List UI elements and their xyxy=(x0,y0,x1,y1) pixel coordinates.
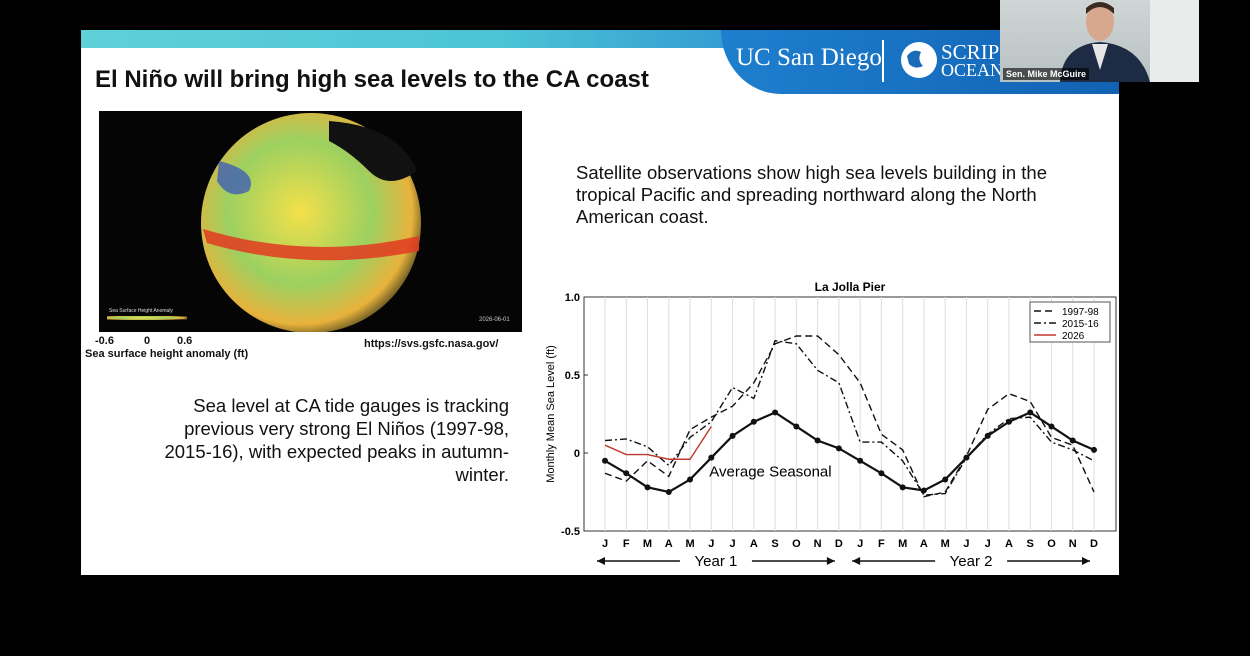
y-tick-label: -0.5 xyxy=(561,526,580,538)
data-point xyxy=(899,484,906,491)
arrow-head xyxy=(1082,557,1090,565)
x-tick-label: J xyxy=(730,538,736,550)
x-tick-label: J xyxy=(857,538,863,550)
x-tick-label: A xyxy=(920,538,928,550)
x-tick-label: J xyxy=(602,538,608,550)
series-line xyxy=(604,335,1095,498)
image-source: https://svs.gsfc.nasa.gov/ xyxy=(364,338,499,350)
data-point xyxy=(602,457,608,464)
data-point xyxy=(1091,446,1097,453)
data-point xyxy=(963,454,970,461)
data-point xyxy=(984,432,991,439)
y-axis-label: Monthly Mean Sea Level (ft) xyxy=(545,345,557,483)
participant-name: Sen. Mike McGuire xyxy=(1003,68,1090,80)
data-point xyxy=(772,409,779,416)
data-point xyxy=(920,487,927,494)
x-tick-label: M xyxy=(685,538,694,550)
x-tick-label: A xyxy=(750,538,758,550)
x-tick-label: S xyxy=(1027,538,1034,550)
x-tick-label: M xyxy=(941,538,950,550)
x-tick-label: F xyxy=(878,538,885,550)
x-tick-label: A xyxy=(1005,538,1013,550)
y-tick-label: 0 xyxy=(574,448,580,460)
legend-label: 1997-98 xyxy=(1062,307,1099,318)
logo-text: UC San Diego xyxy=(736,44,882,71)
series-label: Average Seasonal xyxy=(709,463,831,480)
data-point xyxy=(857,457,864,464)
x-tick-label: M xyxy=(898,538,907,550)
paragraph: Satellite observations show high sea lev… xyxy=(576,162,1048,227)
data-point xyxy=(1048,423,1055,430)
data-point xyxy=(835,445,842,452)
y-tick-label: 0.5 xyxy=(565,370,580,382)
data-point xyxy=(623,470,630,477)
x-tick-label: D xyxy=(1090,538,1098,550)
arrow-head xyxy=(852,557,861,565)
legend-label: 2026 xyxy=(1062,331,1085,342)
image-date: 2026-06-01 xyxy=(479,317,510,323)
data-point xyxy=(687,476,694,483)
data-point xyxy=(665,489,672,495)
data-point xyxy=(878,470,885,477)
paragraph: Sea level at CA tide gauges is tracking … xyxy=(164,395,509,485)
scale-label: 0.6 xyxy=(177,335,193,347)
x-tick-label: D xyxy=(835,538,843,550)
series-line xyxy=(604,426,712,460)
x-group-label: Year 1 xyxy=(695,553,738,570)
chart: La Jolla Pier Monthly Mean Sea Level (ft)… xyxy=(545,280,1117,570)
data-point xyxy=(708,454,715,461)
x-tick-label: M xyxy=(643,538,652,550)
x-tick-label: J xyxy=(985,538,991,550)
data-point xyxy=(942,476,949,483)
series-line xyxy=(604,339,1095,496)
arrow-head xyxy=(826,557,835,565)
logo-text: OCEAN xyxy=(941,60,1003,80)
globe-image: Sea Surface Height Anomaly 2026-06-01 xyxy=(99,111,522,332)
x-tick-label: F xyxy=(623,538,630,550)
scale-label: -0.6 xyxy=(95,335,114,347)
x-tick-label: N xyxy=(1069,538,1077,550)
video-tile: Sen. Mike McGuire xyxy=(1000,0,1199,82)
x-tick-label: J xyxy=(963,538,969,550)
data-point xyxy=(1005,418,1012,425)
slide-title: El Niño will bring high sea levels to th… xyxy=(95,66,649,93)
x-group-label: Year 2 xyxy=(950,553,993,570)
arrow-head xyxy=(597,557,605,565)
x-tick-label: A xyxy=(665,538,673,550)
data-point xyxy=(750,418,757,425)
data-point xyxy=(1069,437,1076,444)
x-tick-label: S xyxy=(771,538,778,550)
chart-title: La Jolla Pier xyxy=(815,280,886,294)
globe-icon xyxy=(901,42,937,78)
legend-label: 2015-16 xyxy=(1062,319,1099,330)
image-legend-title: Sea Surface Height Anomaly xyxy=(109,308,173,314)
series-line xyxy=(604,411,1095,494)
scale-label: 0 xyxy=(144,335,151,347)
data-point xyxy=(814,437,821,444)
data-point xyxy=(729,432,736,439)
data-point xyxy=(1027,409,1034,416)
x-tick-label: J xyxy=(708,538,714,550)
participant-video xyxy=(1060,0,1199,82)
divider xyxy=(882,40,884,82)
x-tick-label: O xyxy=(1047,538,1056,550)
x-tick-label: O xyxy=(792,538,801,550)
image-caption: Sea surface height anomaly (ft) xyxy=(85,348,249,360)
data-point xyxy=(793,423,800,430)
x-tick-label: N xyxy=(814,538,822,550)
logo-text: SCRIP xyxy=(941,40,1000,64)
data-point xyxy=(644,484,651,491)
y-tick-label: 1.0 xyxy=(565,292,580,304)
